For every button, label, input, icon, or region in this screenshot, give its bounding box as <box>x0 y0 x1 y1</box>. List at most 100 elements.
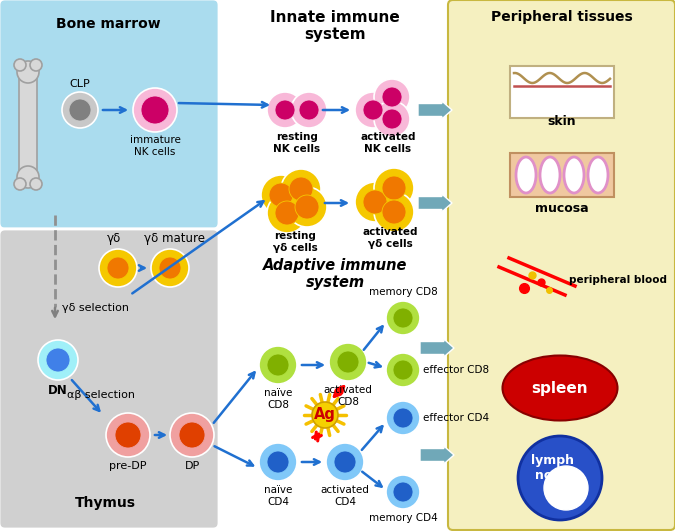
Text: peripheral blood: peripheral blood <box>569 275 667 285</box>
Circle shape <box>17 61 39 83</box>
Text: αβ selection: αβ selection <box>67 390 135 400</box>
Circle shape <box>382 109 402 129</box>
Circle shape <box>374 192 414 232</box>
FancyArrow shape <box>418 194 452 212</box>
Text: DN: DN <box>48 384 68 397</box>
Circle shape <box>337 351 359 373</box>
Circle shape <box>141 96 169 124</box>
Circle shape <box>261 175 301 215</box>
Circle shape <box>14 178 26 190</box>
Text: skin: skin <box>547 115 576 128</box>
Text: activated
CD4: activated CD4 <box>321 485 369 507</box>
Circle shape <box>269 183 293 207</box>
Circle shape <box>386 401 420 435</box>
Circle shape <box>299 100 319 120</box>
Circle shape <box>393 482 413 502</box>
Circle shape <box>382 176 406 200</box>
Circle shape <box>259 346 297 384</box>
Circle shape <box>544 466 588 510</box>
Circle shape <box>151 249 189 287</box>
Circle shape <box>386 301 420 335</box>
Text: memory CD8: memory CD8 <box>369 287 437 297</box>
Circle shape <box>267 451 289 473</box>
FancyArrow shape <box>418 101 452 119</box>
Text: Peripheral tissues: Peripheral tissues <box>491 10 633 24</box>
Text: spleen: spleen <box>532 381 589 396</box>
Text: γδ: γδ <box>107 232 121 245</box>
Circle shape <box>326 443 364 481</box>
Ellipse shape <box>516 157 536 193</box>
Circle shape <box>159 257 181 279</box>
FancyBboxPatch shape <box>0 0 219 229</box>
Circle shape <box>382 200 406 224</box>
Circle shape <box>334 451 356 473</box>
Ellipse shape <box>502 355 618 421</box>
FancyArrow shape <box>420 339 454 357</box>
Circle shape <box>393 360 413 380</box>
Circle shape <box>289 177 313 201</box>
Circle shape <box>374 79 410 115</box>
Text: γδ selection: γδ selection <box>62 303 129 313</box>
FancyBboxPatch shape <box>19 72 37 178</box>
Ellipse shape <box>564 157 584 193</box>
Circle shape <box>329 343 367 381</box>
Text: Innate immune
system: Innate immune system <box>270 10 400 42</box>
Circle shape <box>374 168 414 208</box>
Text: activated
γδ cells: activated γδ cells <box>362 227 418 249</box>
FancyBboxPatch shape <box>510 153 614 197</box>
Text: γδ mature: γδ mature <box>144 232 205 245</box>
Circle shape <box>275 201 299 225</box>
FancyBboxPatch shape <box>0 229 219 529</box>
Circle shape <box>287 187 327 227</box>
Circle shape <box>267 193 307 233</box>
Circle shape <box>518 436 602 520</box>
Ellipse shape <box>588 157 608 193</box>
Circle shape <box>291 92 327 128</box>
Circle shape <box>382 87 402 107</box>
Text: DP: DP <box>184 461 200 471</box>
Circle shape <box>106 413 150 457</box>
Circle shape <box>386 475 420 509</box>
Circle shape <box>17 166 39 188</box>
Circle shape <box>30 59 42 71</box>
Circle shape <box>363 190 387 214</box>
Text: Adaptive immune
system: Adaptive immune system <box>263 258 407 290</box>
Text: CLP: CLP <box>70 79 90 89</box>
Circle shape <box>62 92 98 128</box>
Circle shape <box>393 308 413 328</box>
Circle shape <box>267 354 289 376</box>
Text: resting
NK cells: resting NK cells <box>273 132 321 153</box>
Circle shape <box>386 353 420 387</box>
Text: mucosa: mucosa <box>535 202 589 215</box>
Ellipse shape <box>540 157 560 193</box>
Circle shape <box>295 195 319 219</box>
Circle shape <box>363 100 383 120</box>
Circle shape <box>393 408 413 428</box>
Circle shape <box>374 101 410 137</box>
Circle shape <box>133 88 177 132</box>
Circle shape <box>14 59 26 71</box>
Text: activated
CD8: activated CD8 <box>323 385 373 407</box>
Circle shape <box>115 422 141 448</box>
Text: Thymus: Thymus <box>74 496 136 510</box>
FancyBboxPatch shape <box>448 0 675 530</box>
Text: memory CD4: memory CD4 <box>369 513 437 523</box>
FancyBboxPatch shape <box>510 66 614 118</box>
Circle shape <box>281 169 321 209</box>
Circle shape <box>38 340 78 380</box>
Text: pre-DP: pre-DP <box>109 461 146 471</box>
Circle shape <box>170 413 214 457</box>
Text: lymph
node: lymph node <box>531 454 574 482</box>
Circle shape <box>69 99 91 121</box>
Text: effector CD8: effector CD8 <box>423 365 489 375</box>
Circle shape <box>99 249 137 287</box>
Text: naïve
CD8: naïve CD8 <box>264 388 292 409</box>
Text: Ag: Ag <box>314 407 336 423</box>
Circle shape <box>312 402 338 428</box>
Text: resting
γδ cells: resting γδ cells <box>273 231 317 253</box>
Text: activated
NK cells: activated NK cells <box>360 132 416 153</box>
Circle shape <box>355 182 395 222</box>
Text: Bone marrow: Bone marrow <box>55 17 161 31</box>
Circle shape <box>267 92 303 128</box>
Text: naïve
CD4: naïve CD4 <box>264 485 292 507</box>
